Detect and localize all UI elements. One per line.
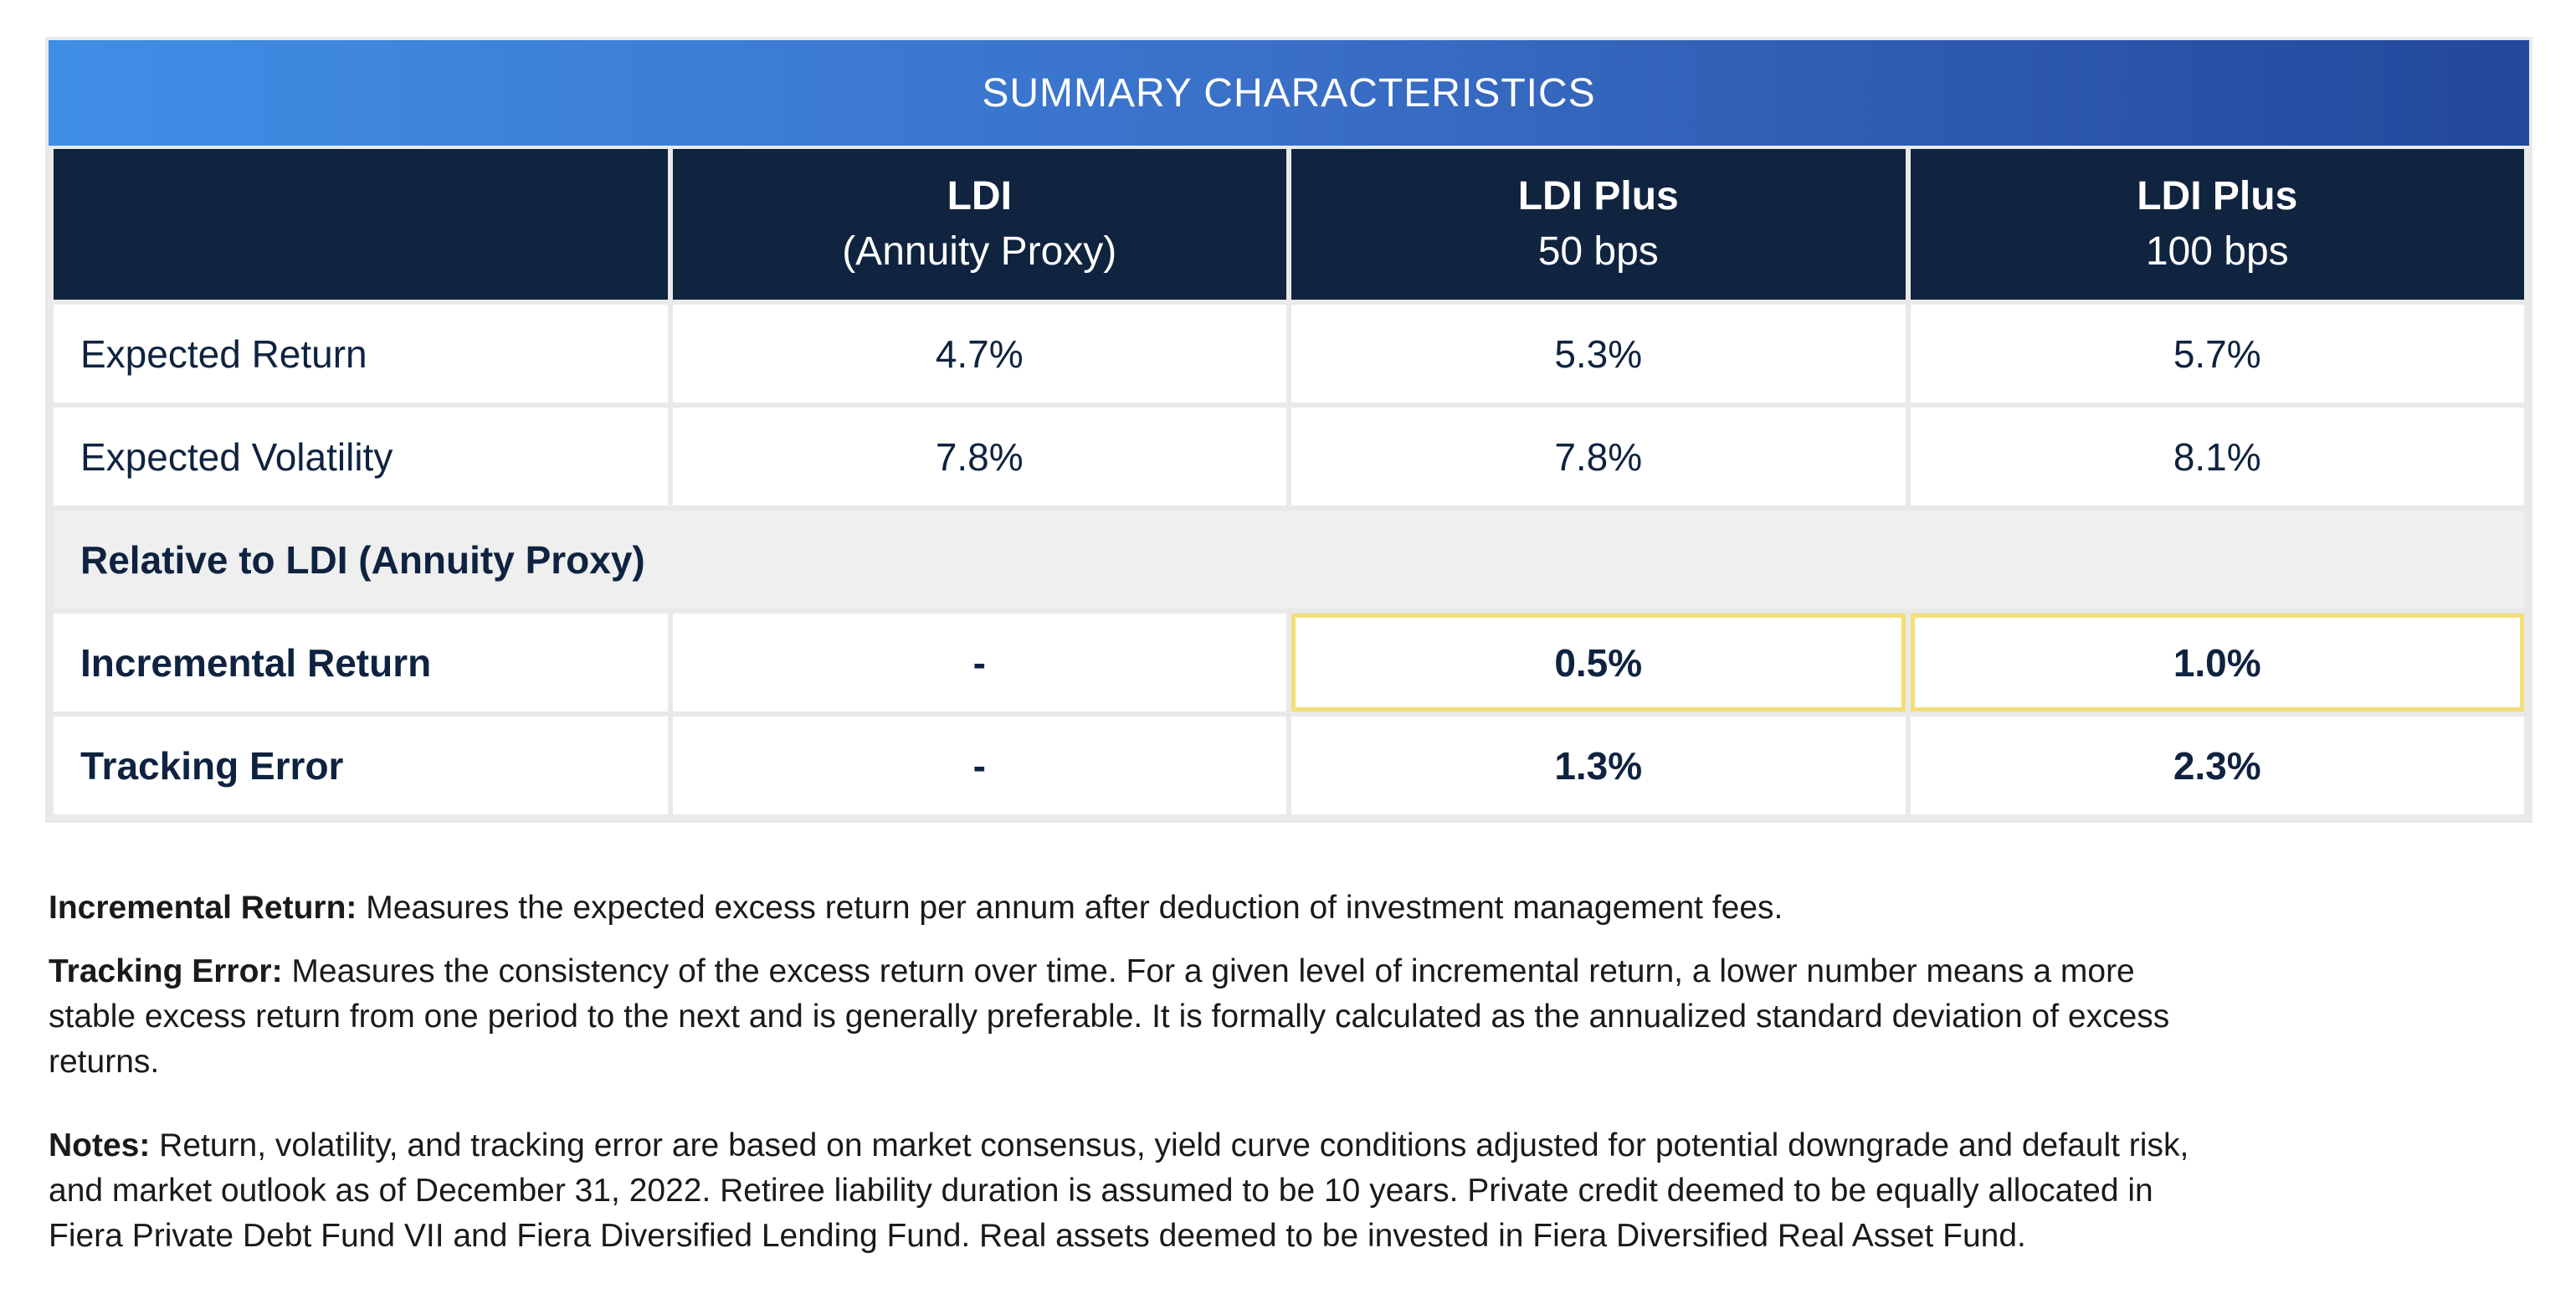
table-row-tracking-error: Tracking Error - 1.3% 2.3% [54, 716, 2524, 814]
header-title: LDI Plus [2137, 174, 2298, 218]
header-title: LDI Plus [1517, 174, 1679, 218]
section-row-relative: Relative to LDI (Annuity Proxy) [54, 511, 2524, 609]
header-cell-empty [54, 149, 668, 300]
note-label: Notes: [49, 1127, 151, 1163]
footnotes: Incremental Return: Measures the expecte… [49, 886, 2191, 1259]
section-label: Relative to LDI (Annuity Proxy) [54, 511, 2524, 609]
cell-value: - [672, 614, 1286, 711]
cell-value: 5.7% [1910, 305, 2524, 403]
header-cell-ldi-plus-50: LDI Plus 50 bps [1291, 149, 1906, 300]
table-row-incremental-return: Incremental Return - 0.5% 1.0% [54, 614, 2524, 711]
note-incremental-return: Incremental Return: Measures the expecte… [49, 886, 2191, 931]
header-subtitle: (Annuity Proxy) [842, 229, 1117, 274]
cell-value: - [672, 716, 1286, 814]
table-row-expected-return: Expected Return 4.7% 5.3% 5.7% [54, 305, 2524, 403]
header-cell-ldi: LDI (Annuity Proxy) [672, 149, 1286, 300]
header-title: LDI [947, 174, 1012, 218]
cell-value: 8.1% [1910, 408, 2524, 506]
cell-value: 1.3% [1291, 716, 1906, 814]
table-title-banner: SUMMARY CHARACTERISTICS [49, 40, 2529, 146]
cell-value-highlighted: 1.0% [1910, 614, 2524, 711]
cell-value: 2.3% [1910, 716, 2524, 814]
note-general: Notes: Return, volatility, and tracking … [49, 1123, 2191, 1259]
note-text: Return, volatility, and tracking error a… [49, 1127, 2189, 1254]
table-row-expected-volatility: Expected Volatility 7.8% 7.8% 8.1% [54, 408, 2524, 506]
row-label: Expected Return [54, 305, 668, 403]
characteristics-grid: LDI (Annuity Proxy) LDI Plus 50 bps LDI … [49, 144, 2529, 819]
summary-table: SUMMARY CHARACTERISTICS LDI (Annuity Pro… [45, 37, 2532, 823]
row-label: Incremental Return [54, 614, 668, 711]
row-label: Tracking Error [54, 716, 668, 814]
note-tracking-error: Tracking Error: Measures the consistency… [49, 949, 2191, 1085]
table-title: SUMMARY CHARACTERISTICS [982, 70, 1596, 116]
row-label: Expected Volatility [54, 408, 668, 506]
header-row: LDI (Annuity Proxy) LDI Plus 50 bps LDI … [54, 149, 2524, 300]
cell-value: 5.3% [1291, 305, 1906, 403]
header-subtitle: 100 bps [2145, 229, 2289, 274]
cell-value: 7.8% [1291, 408, 1906, 506]
note-label: Incremental Return: [49, 890, 357, 926]
header-subtitle: 50 bps [1537, 229, 1659, 274]
note-label: Tracking Error: [49, 953, 283, 989]
cell-value: 4.7% [672, 305, 1286, 403]
cell-value: 7.8% [672, 408, 1286, 506]
note-text: Measures the consistency of the excess r… [49, 953, 2170, 1080]
header-cell-ldi-plus-100: LDI Plus 100 bps [1910, 149, 2524, 300]
note-text: Measures the expected excess return per … [357, 890, 1783, 926]
cell-value-highlighted: 0.5% [1291, 614, 1906, 711]
